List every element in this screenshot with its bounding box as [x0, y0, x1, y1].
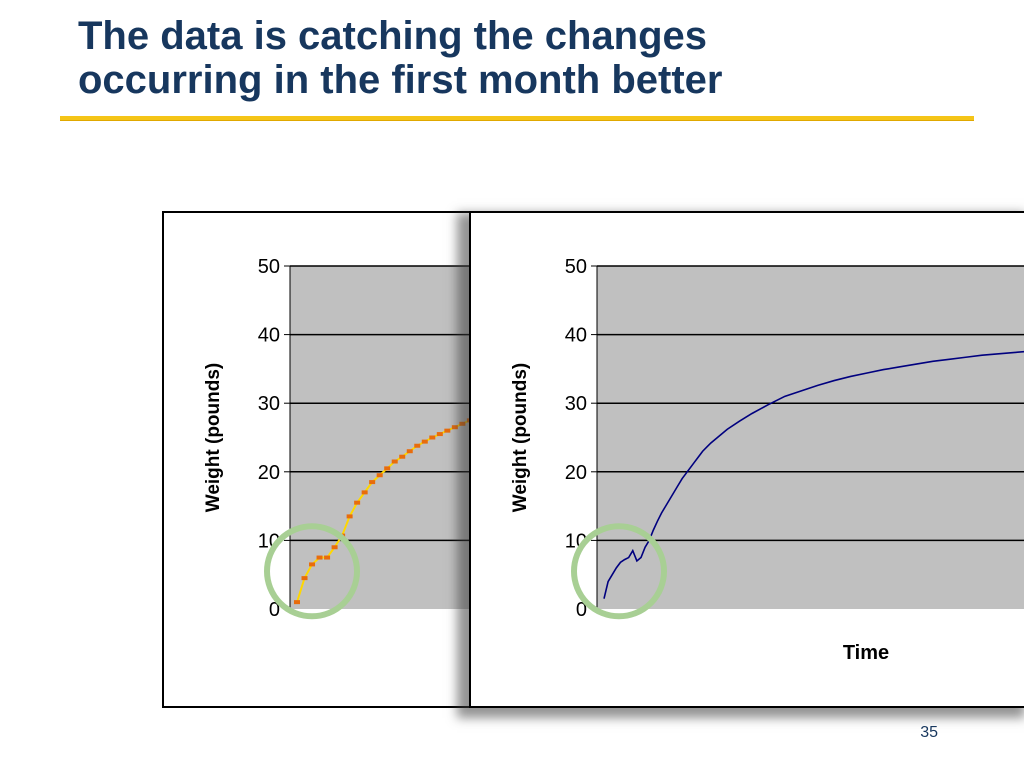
- x-axis-label: Time: [843, 642, 889, 664]
- data-point: [354, 500, 361, 505]
- y-tick-label: 50: [565, 256, 587, 278]
- data-point: [309, 562, 316, 567]
- data-point: [444, 428, 451, 433]
- data-point: [361, 490, 368, 495]
- data-point: [391, 459, 398, 464]
- data-point: [459, 421, 466, 426]
- data-point: [331, 545, 338, 550]
- data-point: [346, 514, 353, 519]
- slide-title-line-2: occurring in the first month better: [78, 58, 723, 102]
- y-tick-label: 0: [269, 599, 280, 621]
- series-line: [603, 350, 1024, 599]
- plot-area: [597, 266, 1024, 609]
- highlight-circle: [571, 523, 667, 620]
- data-point: [436, 432, 443, 437]
- data-point: [301, 576, 308, 581]
- title-underline: [60, 116, 974, 121]
- data-point: [429, 435, 436, 440]
- y-axis-label: Weight (pounds): [510, 363, 531, 513]
- page-number: 35: [920, 724, 938, 741]
- data-point: [369, 480, 376, 485]
- y-tick-label: 40: [565, 325, 587, 347]
- y-tick-label: 0: [576, 599, 587, 621]
- chart-left: 0 10 20 30 40 50 Weight (pounds): [162, 211, 510, 708]
- y-tick-label: 40: [258, 325, 280, 347]
- y-tick-label: 20: [565, 462, 587, 484]
- y-tick-label: 20: [258, 462, 280, 484]
- y-tick-label: 30: [565, 393, 587, 415]
- y-tick-label: 50: [258, 256, 280, 278]
- y-tick-label: 30: [258, 393, 280, 415]
- data-point: [399, 454, 406, 459]
- data-point: [421, 439, 428, 444]
- data-point: [316, 555, 323, 560]
- data-point: [406, 449, 413, 454]
- data-point: [376, 473, 383, 478]
- slide-title-line-1: The data is catching the changes: [78, 14, 708, 58]
- data-point: [384, 466, 391, 471]
- data-point: [324, 555, 331, 560]
- data-point: [414, 443, 421, 448]
- data-point: [451, 425, 458, 430]
- y-axis-label: Weight (pounds): [203, 363, 224, 513]
- slide-title: The data is catching the changes occurri…: [78, 14, 978, 102]
- highlight-circle: [264, 523, 360, 620]
- data-point: [294, 600, 300, 605]
- chart-right: 0 10 20 30 40 50 Weight (pounds) Time: [469, 211, 1024, 708]
